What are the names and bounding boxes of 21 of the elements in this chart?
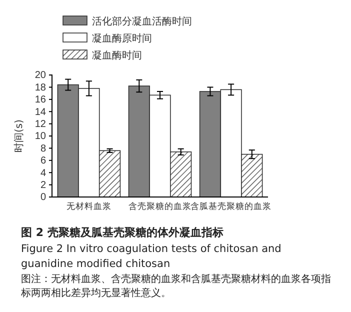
y-tick-label: 10 [34,131,46,142]
y-tick-label: 14 [34,106,46,118]
y-tick-label: 18 [34,82,46,94]
x-tick-label: 无材料血浆 [66,201,112,212]
x-tick-label: 含壳聚糖的血浆 [128,201,192,212]
y-axis-title: 时间(s) [13,119,25,153]
text: 图 2 壳聚糖及胍基壳聚糖的体外凝血指标 [21,226,224,239]
x-tick-label: 含胍基壳聚糖的血浆 [190,201,272,212]
legend-label: 活化部分凝血活酶时间 [92,16,192,28]
y-tick-label: 12 [34,119,46,130]
y-tick-label: 8 [40,143,46,154]
y-tick-label: 2 [40,180,46,191]
legend-label: 凝血酶原时间 [92,32,152,44]
y-tick-label: 16 [34,94,46,106]
text: 图注：无材料血浆、含壳聚糖的血浆和含胍基壳聚糖材料的血浆各项指标两两相比差异均无显著性意义。 [20,273,331,299]
text: Figure 2 In vitro coagulation tests of chitosan and guanidine modified chitosan [21,243,282,270]
legend-label: 凝血酶时间 [92,50,142,62]
y-tick-label: 20 [34,70,46,82]
y-tick-label: 0 [40,192,46,204]
y-tick-label: 6 [40,156,46,167]
y-tick-label: 4 [40,168,46,179]
